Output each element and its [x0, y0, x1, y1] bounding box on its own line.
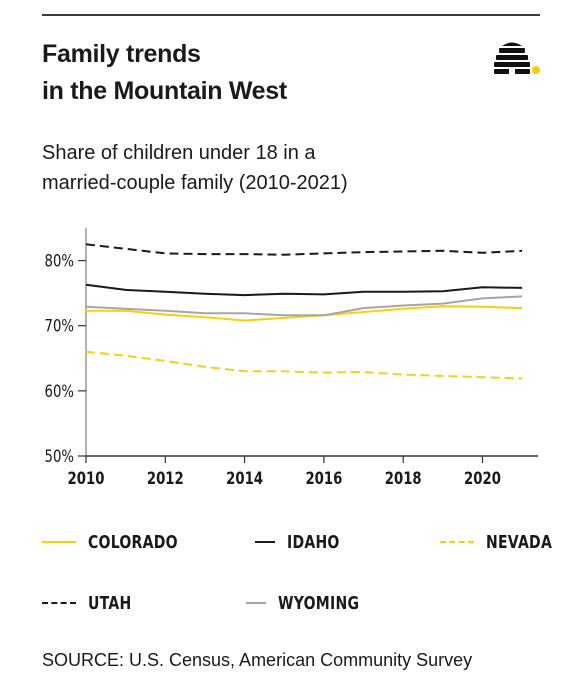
x-tick-label: 2018: [385, 468, 422, 488]
legend-swatch-wyoming: [246, 602, 266, 604]
series-line-colorado: [86, 305, 523, 322]
legend-swatch-colorado: [42, 541, 76, 543]
legend-item-utah: UTAH: [42, 589, 144, 617]
x-tick-label: 2020: [464, 468, 501, 488]
x-tick-label: 2016: [305, 468, 342, 488]
legend-swatch-utah: [42, 602, 76, 604]
legend-item-idaho: IDAHO: [255, 528, 354, 556]
legend-item-colorado: COLORADO: [42, 528, 203, 556]
legend-label-nevada: NEVADA: [486, 531, 553, 553]
series-line-nevada: [85, 350, 523, 380]
title-line-1: Family trends: [42, 40, 201, 68]
legend-label-utah: UTAH: [88, 592, 132, 614]
x-tick-label: 2010: [68, 468, 105, 488]
y-tick-label: 80%: [45, 251, 74, 271]
legend-label-colorado: COLORADO: [88, 531, 178, 553]
legend-swatch-nevada: [440, 541, 474, 543]
legend-item-wyoming: WYOMING: [246, 589, 382, 617]
title-line-2: in the Mountain West: [42, 77, 287, 105]
beehive-icon: [494, 42, 540, 74]
y-tick-label: 70%: [45, 316, 74, 336]
subtitle-line-1: Share of children under 18 in a: [42, 142, 316, 164]
legend-swatch-idaho: [255, 541, 275, 543]
subtitle-line-2: married-couple family (2010-2021): [42, 172, 348, 194]
legend-label-wyoming: WYOMING: [278, 592, 360, 614]
series-line-wyoming: [85, 295, 523, 317]
chart-subtitle: Share of children under 18 in a married-…: [42, 138, 522, 198]
chart-title: Family trends in the Mountain West: [42, 36, 442, 110]
line-chart: 50% 60% 70% 80% 2010 2012 2014 2016 2018 2020: [45, 228, 538, 488]
series-line-utah: [85, 243, 523, 256]
x-tick-label: 2014: [226, 468, 263, 488]
top-rule: [42, 14, 540, 16]
x-tick-label: 2012: [147, 468, 184, 488]
y-tick-label: 50%: [45, 446, 74, 466]
legend-item-nevada: NEVADA: [440, 528, 571, 556]
y-tick-label: 60%: [45, 381, 74, 401]
legend-label-idaho: IDAHO: [287, 531, 340, 553]
series-line-idaho: [85, 283, 523, 297]
source-note: SOURCE: U.S. Census, American Community …: [42, 650, 473, 670]
